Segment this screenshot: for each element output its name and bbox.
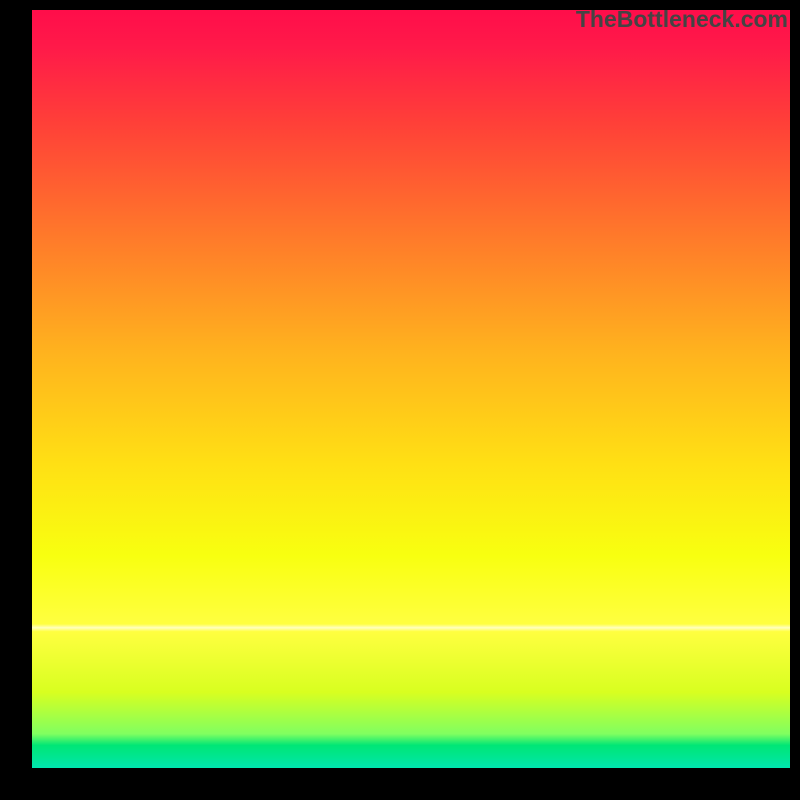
plot-area	[32, 10, 790, 768]
watermark-text: TheBottleneck.com	[576, 6, 788, 33]
chart-frame: TheBottleneck.com	[0, 0, 800, 800]
heat-gradient-background	[32, 10, 790, 768]
